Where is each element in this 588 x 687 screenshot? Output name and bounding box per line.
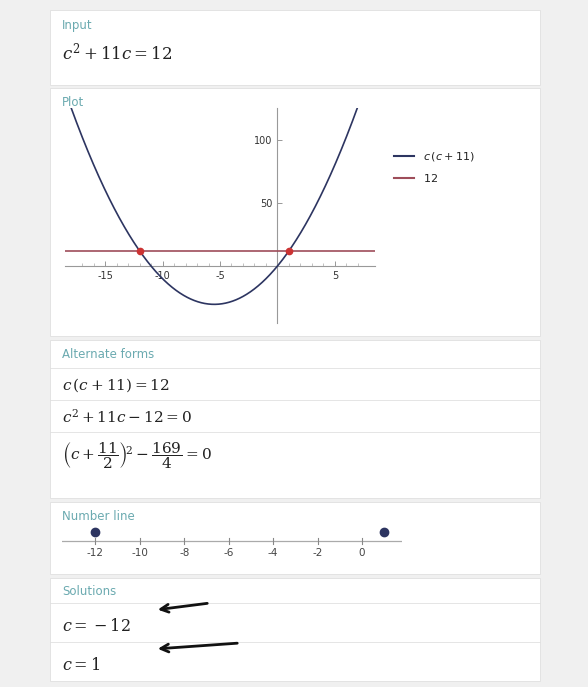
Text: Plot: Plot — [62, 96, 84, 109]
Legend: $c\,(c+11)$, $12$: $c\,(c+11)$, $12$ — [390, 146, 479, 189]
Text: $\left(c + \dfrac{11}{2}\right)^{\!2} - \dfrac{169}{4} = 0$: $\left(c + \dfrac{11}{2}\right)^{\!2} - … — [62, 440, 212, 471]
Bar — [50, 578, 540, 681]
Text: Number line: Number line — [62, 510, 135, 523]
Text: $c = 1$: $c = 1$ — [62, 656, 101, 673]
Text: $c\,(c + 11) = 12$: $c\,(c + 11) = 12$ — [62, 376, 170, 394]
Text: -10: -10 — [131, 548, 148, 559]
Bar — [50, 340, 540, 498]
Text: -4: -4 — [268, 548, 278, 559]
Text: Solutions: Solutions — [62, 585, 116, 598]
Text: $c = -12$: $c = -12$ — [62, 617, 131, 634]
Text: Alternate forms: Alternate forms — [62, 348, 154, 361]
Text: -6: -6 — [223, 548, 234, 559]
Bar — [50, 88, 540, 336]
Text: 0: 0 — [359, 548, 365, 559]
Bar — [50, 502, 540, 574]
Text: -12: -12 — [87, 548, 104, 559]
Text: $c^2 + 11 c - 12 = 0$: $c^2 + 11 c - 12 = 0$ — [62, 408, 192, 426]
Bar — [50, 10, 540, 85]
Text: -2: -2 — [312, 548, 323, 559]
Text: -8: -8 — [179, 548, 189, 559]
Text: Input: Input — [62, 19, 93, 32]
Text: $c^2 + 11 c = 12$: $c^2 + 11 c = 12$ — [62, 42, 172, 64]
